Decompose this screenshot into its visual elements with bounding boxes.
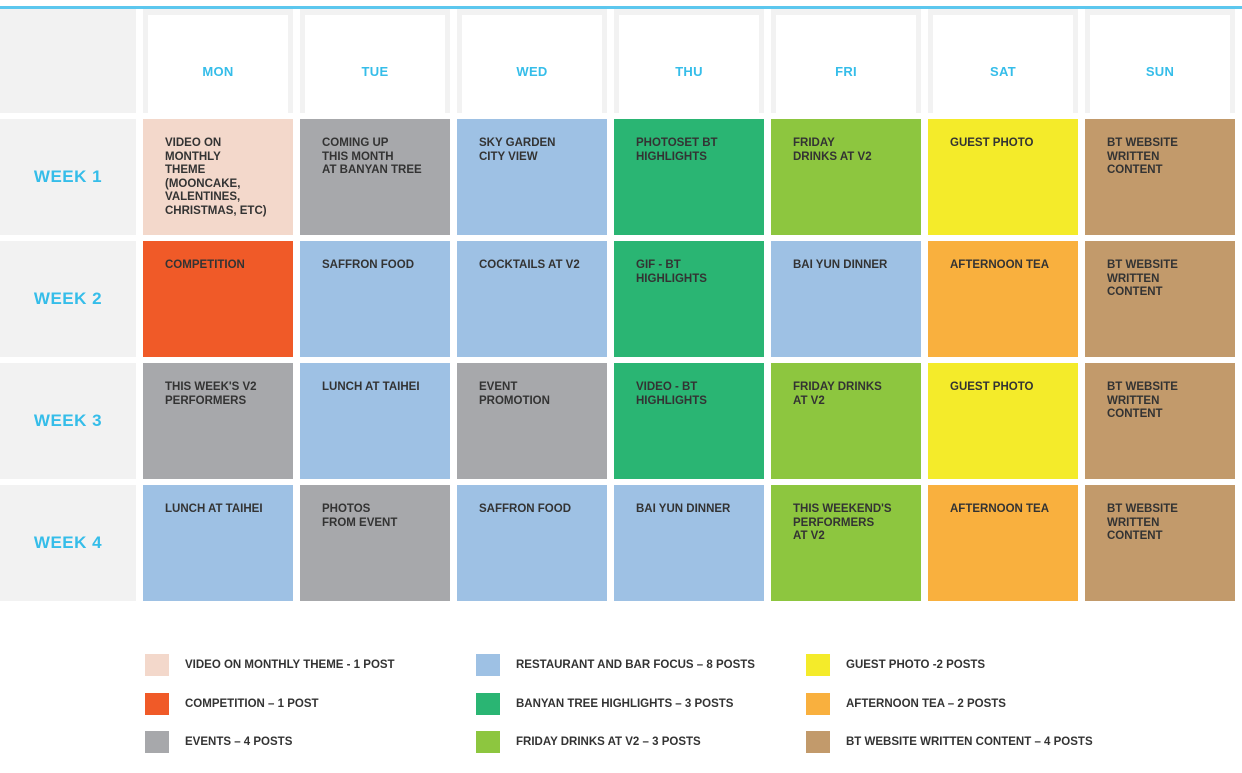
legend-swatch (806, 731, 830, 753)
legend-item: BANYAN TREE HIGHLIGHTS – 3 POSTS (476, 693, 733, 715)
legend-item: COMPETITION – 1 POST (145, 693, 319, 715)
calendar-cell-week3-thu: VIDEO - BT HIGHLIGHTS (614, 363, 764, 479)
calendar-cell-week4-mon: LUNCH AT TAIHEI (143, 485, 293, 601)
calendar-cell-week4-wed: SAFFRON FOOD (457, 485, 607, 601)
day-header-label: TUE (305, 15, 445, 113)
calendar-cell-week4-thu: BAI YUN DINNER (614, 485, 764, 601)
week-label-4: WEEK 4 (0, 485, 136, 601)
legend-swatch (476, 731, 500, 753)
legend-item: BT WEBSITE WRITTEN CONTENT – 4 POSTS (806, 731, 1093, 753)
legend-label: VIDEO ON MONTHLY THEME - 1 POST (185, 659, 395, 671)
legend-swatch (476, 654, 500, 676)
calendar-cell-week2-thu: GIF - BT HIGHLIGHTS (614, 241, 764, 357)
week-label-2: WEEK 2 (0, 241, 136, 357)
legend-label: EVENTS – 4 POSTS (185, 736, 293, 748)
day-header-label: MON (148, 15, 288, 113)
day-header-label: SAT (933, 15, 1073, 113)
day-header-wed: WED (457, 9, 607, 113)
calendar-cell-week3-sat: GUEST PHOTO (928, 363, 1078, 479)
calendar-cell-week1-sun: BT WEBSITE WRITTEN CONTENT (1085, 119, 1235, 235)
legend-label: FRIDAY DRINKS AT V2 – 3 POSTS (516, 736, 701, 748)
calendar-cell-week2-sat: AFTERNOON TEA (928, 241, 1078, 357)
day-header-label: SUN (1090, 15, 1230, 113)
day-header-label: FRI (776, 15, 916, 113)
day-header-label: WED (462, 15, 602, 113)
day-header-sat: SAT (928, 9, 1078, 113)
day-header-fri: FRI (771, 9, 921, 113)
calendar-cell-week1-thu: PHOTOSET BT HIGHLIGHTS (614, 119, 764, 235)
calendar-cell-week3-fri: FRIDAY DRINKS AT V2 (771, 363, 921, 479)
week-label-1: WEEK 1 (0, 119, 136, 235)
calendar-cell-week3-wed: EVENT PROMOTION (457, 363, 607, 479)
day-header-label: THU (619, 15, 759, 113)
legend-label: BT WEBSITE WRITTEN CONTENT – 4 POSTS (846, 736, 1093, 748)
legend-item: RESTAURANT AND BAR FOCUS – 8 POSTS (476, 654, 755, 676)
calendar-cell-week3-sun: BT WEBSITE WRITTEN CONTENT (1085, 363, 1235, 479)
legend-label: AFTERNOON TEA – 2 POSTS (846, 698, 1006, 710)
legend-label: COMPETITION – 1 POST (185, 698, 319, 710)
calendar-cell-week2-wed: COCKTAILS AT V2 (457, 241, 607, 357)
legend-swatch (145, 654, 169, 676)
calendar-cell-week4-tue: PHOTOS FROM EVENT (300, 485, 450, 601)
day-header-sun: SUN (1085, 9, 1235, 113)
legend-label: RESTAURANT AND BAR FOCUS – 8 POSTS (516, 659, 755, 671)
day-header-mon: MON (143, 9, 293, 113)
calendar-cell-week1-fri: FRIDAY DRINKS AT V2 (771, 119, 921, 235)
calendar-cell-week2-mon: COMPETITION (143, 241, 293, 357)
week-label-3: WEEK 3 (0, 363, 136, 479)
calendar-cell-week1-sat: GUEST PHOTO (928, 119, 1078, 235)
day-header-thu: THU (614, 9, 764, 113)
legend-swatch (145, 693, 169, 715)
legend-swatch (476, 693, 500, 715)
calendar-cell-week2-sun: BT WEBSITE WRITTEN CONTENT (1085, 241, 1235, 357)
calendar-cell-week1-mon: VIDEO ON MONTHLY THEME (MOONCAKE, VALENT… (143, 119, 293, 235)
legend-label: GUEST PHOTO -2 POSTS (846, 659, 986, 671)
legend-label: BANYAN TREE HIGHLIGHTS – 3 POSTS (516, 698, 734, 710)
legend-item: AFTERNOON TEA – 2 POSTS (806, 693, 1006, 715)
calendar-cell-week3-mon: THIS WEEK'S V2 PERFORMERS (143, 363, 293, 479)
calendar-cell-week2-fri: BAI YUN DINNER (771, 241, 921, 357)
content-calendar-grid: MON TUE WED THU FRI SAT SUN WEEK 1 VIDEO ON MONT… (0, 9, 1235, 601)
calendar-cell-week1-wed: SKY GARDEN CITY VIEW (457, 119, 607, 235)
calendar-cell-week3-tue: LUNCH AT TAIHEI (300, 363, 450, 479)
day-header-tue: TUE (300, 9, 450, 113)
legend-swatch (145, 731, 169, 753)
legend-item: VIDEO ON MONTHLY THEME - 1 POST (145, 654, 395, 676)
top-accent-bar (0, 6, 1242, 9)
calendar-cell-week2-tue: SAFFRON FOOD (300, 241, 450, 357)
legend-item: EVENTS – 4 POSTS (145, 731, 292, 753)
corner-cell (0, 9, 136, 113)
calendar-cell-week4-fri: THIS WEEKEND'S PERFORMERS AT V2 (771, 485, 921, 601)
calendar-cell-week4-sun: BT WEBSITE WRITTEN CONTENT (1085, 485, 1235, 601)
calendar-cell-week4-sat: AFTERNOON TEA (928, 485, 1078, 601)
calendar-cell-week1-tue: COMING UP THIS MONTH AT BANYAN TREE (300, 119, 450, 235)
legend-swatch (806, 654, 830, 676)
legend-item: GUEST PHOTO -2 POSTS (806, 654, 985, 676)
legend-swatch (806, 693, 830, 715)
legend-item: FRIDAY DRINKS AT V2 – 3 POSTS (476, 731, 701, 753)
